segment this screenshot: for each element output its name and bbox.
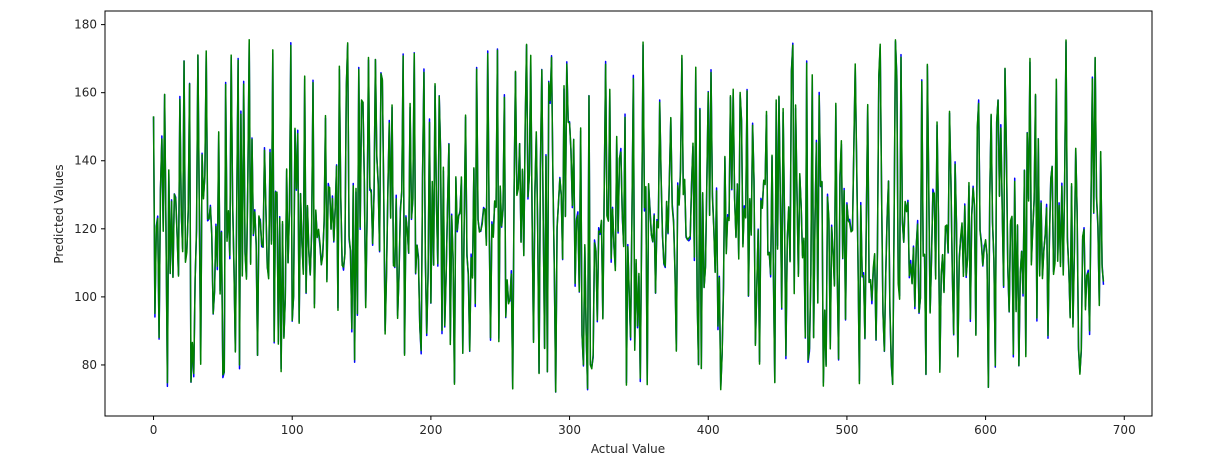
x-tick-label: 300 [558, 423, 581, 437]
y-tick-label: 100 [74, 290, 97, 304]
y-tick-label: 120 [74, 222, 97, 236]
y-tick-label: 80 [82, 358, 97, 372]
plot-frame [104, 10, 1153, 417]
y-tick-label: 160 [74, 86, 97, 100]
series-layer [152, 38, 1105, 393]
x-tick-label: 500 [835, 423, 858, 437]
series-line-1 [152, 40, 1105, 393]
x-axis-ticks: 0 100 200 300 400 500 600 700 [150, 416, 1136, 437]
x-tick-label: 400 [697, 423, 720, 437]
y-tick-label: 140 [74, 154, 97, 168]
x-tick-label: 700 [1113, 423, 1136, 437]
y-axis-ticks: 80 100 120 140 160 180 [74, 18, 105, 372]
series-line-2 [152, 38, 1105, 393]
x-tick-label: 200 [419, 423, 442, 437]
y-axis-label: Predicted Values [52, 164, 66, 263]
x-tick-label: 0 [150, 423, 158, 437]
x-tick-label: 100 [281, 423, 304, 437]
x-tick-label: 600 [974, 423, 997, 437]
y-tick-label: 180 [74, 18, 97, 32]
x-axis-label: Actual Value [591, 442, 665, 456]
